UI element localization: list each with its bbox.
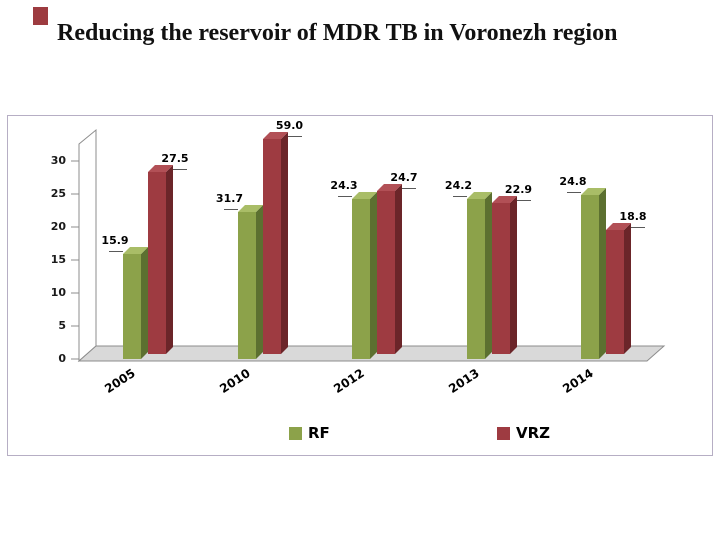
- value-leader-line: [402, 188, 416, 189]
- y-axis-label-10: 10: [50, 286, 66, 299]
- legend-label-rf: RF: [308, 424, 330, 442]
- value-label-VRZ-2013: 22.9: [504, 183, 533, 196]
- bar-VRZ-2014: [606, 223, 631, 354]
- bar-front-face: [262, 139, 281, 354]
- bar-RF-2012: [352, 192, 377, 359]
- bar-side-face: [166, 165, 173, 354]
- value-label-VRZ-2012: 24.7: [390, 171, 418, 184]
- legend-item-rf: RF: [289, 424, 330, 442]
- value-leader-line: [223, 209, 238, 210]
- bar-RF-2010: [237, 205, 263, 359]
- bar-front-face: [491, 203, 510, 354]
- y-axis-label-30: 30: [50, 154, 66, 167]
- y-axis-label-5: 5: [58, 319, 66, 332]
- value-leader-line: [452, 196, 467, 197]
- chart-panel: 0 5 10 15 20 25 30 27.5 59.0 24.7 22.9 18.8 15.9 31.7…: [7, 115, 713, 456]
- value-label-RF-2012: 24.3: [330, 179, 358, 192]
- value-label-VRZ-2010: 59.0: [275, 119, 304, 132]
- legend-marker-rf: [289, 426, 302, 440]
- value-leader-line: [109, 251, 123, 252]
- bar-side-face: [370, 192, 377, 359]
- value-leader-line: [567, 192, 581, 193]
- bar-front-face: [377, 191, 395, 354]
- bar-side-face: [624, 223, 631, 354]
- bar-front-face: [581, 195, 599, 359]
- value-label-RF-2014: 24.8: [559, 175, 587, 188]
- bar-side-face: [255, 205, 263, 359]
- slide-title: Reducing the reservoir of MDR TB in Voro…: [57, 20, 618, 46]
- y-axis-label-0: 0: [58, 352, 66, 365]
- value-leader-line: [287, 136, 302, 137]
- value-leader-line: [516, 200, 531, 201]
- bar-side-face: [141, 247, 148, 359]
- bar-side-face: [509, 196, 517, 354]
- bar-front-face: [237, 212, 256, 359]
- y-axis-label-15: 15: [50, 253, 66, 266]
- bar-front-face: [606, 230, 624, 354]
- bar-side-face: [395, 184, 402, 354]
- bar-side-face: [599, 188, 606, 359]
- bar-front-face: [352, 199, 370, 359]
- value-label-VRZ-2014: 18.8: [619, 210, 647, 223]
- legend-item-vrz: VRZ: [497, 424, 550, 442]
- bar-front-face: [123, 254, 141, 359]
- y-axis-label-20: 20: [50, 220, 66, 233]
- y-axis-label-25: 25: [50, 187, 66, 200]
- bar-front-face: [148, 172, 166, 354]
- legend-label-vrz: VRZ: [516, 424, 551, 442]
- bar-side-face: [280, 132, 288, 354]
- bar-side-face: [484, 192, 492, 359]
- bar-chart: 0 5 10 15 20 25 30 27.5 59.0 24.7 22.9 18.8 15.9 31.7…: [8, 116, 712, 455]
- value-label-RF-2013: 24.2: [444, 179, 473, 192]
- value-leader-line: [631, 227, 645, 228]
- value-leader-line: [338, 196, 352, 197]
- bar-VRZ-2012: [377, 184, 402, 354]
- bar-front-face: [466, 199, 485, 359]
- value-label-RF-2005: 15.9: [101, 234, 129, 247]
- value-leader-line: [173, 169, 187, 170]
- chart-axes: [71, 128, 666, 363]
- bar-RF-2005: [123, 247, 148, 359]
- legend-marker-vrz: [497, 426, 510, 440]
- slide-accent-square: [33, 7, 48, 25]
- bar-RF-2014: [581, 188, 606, 359]
- bar-VRZ-2010: [262, 132, 288, 354]
- bar-RF-2013: [466, 192, 492, 359]
- value-label-VRZ-2005: 27.5: [161, 152, 189, 165]
- bar-VRZ-2005: [148, 165, 173, 354]
- bar-VRZ-2013: [491, 196, 517, 354]
- value-label-RF-2010: 31.7: [215, 192, 244, 205]
